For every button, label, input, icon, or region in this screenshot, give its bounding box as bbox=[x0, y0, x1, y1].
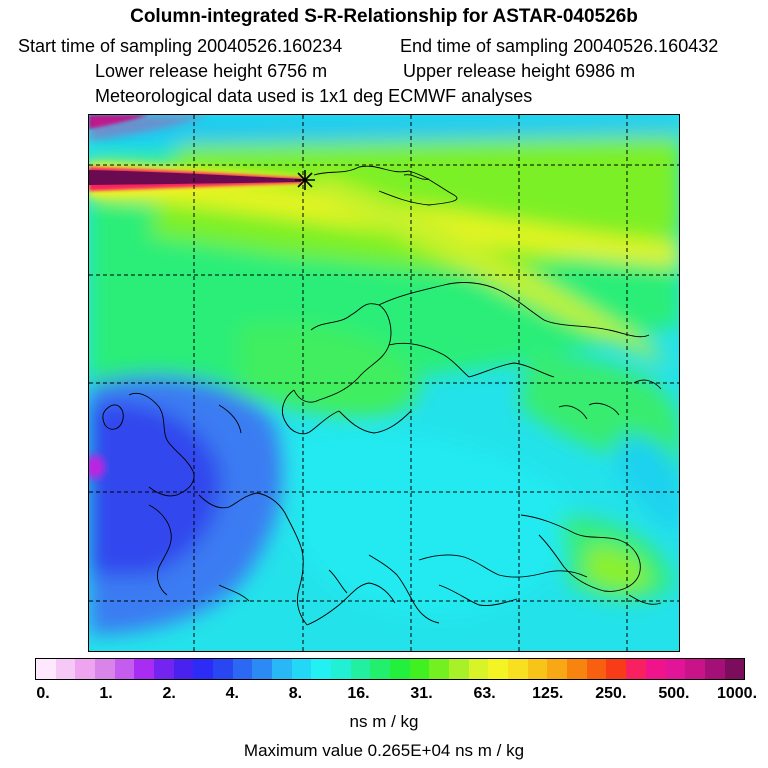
high-value-spot bbox=[89, 455, 105, 479]
map-canvas bbox=[89, 115, 679, 651]
plot-title: Column-integrated S-R-Relationship for A… bbox=[130, 6, 638, 27]
colorbar-swatch bbox=[429, 659, 450, 679]
black-star-icon bbox=[295, 170, 315, 190]
coastlines bbox=[102, 165, 662, 626]
colorbar-swatch bbox=[114, 659, 135, 679]
colorbar-tick-label: 1. bbox=[99, 685, 113, 702]
colorbar-swatch bbox=[134, 659, 155, 679]
colorbar-swatch bbox=[626, 659, 646, 679]
colorbar-swatch bbox=[272, 659, 292, 679]
colorbar-swatch bbox=[193, 659, 214, 679]
colorbar-tick-label: 8. bbox=[288, 685, 303, 702]
colorbar-tick-label: 1000. bbox=[716, 685, 758, 702]
colorbar-swatch bbox=[75, 659, 96, 679]
colorbar-swatch bbox=[468, 659, 489, 679]
colorbar-swatch bbox=[547, 659, 568, 679]
colorbar-tick-label: 63. bbox=[473, 685, 496, 702]
colorbar-swatch bbox=[370, 659, 391, 679]
colorbar-swatch bbox=[645, 659, 666, 679]
colorbar-swatch bbox=[154, 659, 174, 679]
colorbar-swatch bbox=[95, 659, 115, 679]
colorbar-swatch bbox=[232, 659, 253, 679]
start-time-label: Start time of sampling 20040526.160234 bbox=[18, 36, 343, 56]
colorbar-swatch bbox=[36, 659, 56, 679]
met-data-label: Meteorological data used is 1x1 deg ECMW… bbox=[95, 86, 533, 106]
colorbar-swatch bbox=[213, 659, 233, 679]
colorbar-tick-label: 31. bbox=[410, 685, 433, 702]
colorbar-swatch bbox=[606, 659, 627, 679]
colorbar-swatch bbox=[508, 659, 528, 679]
lower-height-label: Lower release height 6756 m bbox=[95, 61, 328, 81]
colorbar-swatch bbox=[173, 659, 194, 679]
colorbar-tick-label: 250. bbox=[595, 685, 627, 702]
colorbar-tick-label: 500. bbox=[658, 685, 690, 702]
colorbar-swatch bbox=[586, 659, 607, 679]
max-value-label: Maximum value 0.265E+04 ns m / kg bbox=[243, 741, 525, 760]
colorbar-swatch bbox=[724, 659, 745, 679]
colorbar-swatch bbox=[390, 659, 410, 679]
colorbar-swatch bbox=[409, 659, 430, 679]
colorbar-tick-label: 125. bbox=[532, 685, 564, 702]
colorbar-tick-label: 0. bbox=[36, 685, 50, 702]
colorbar-swatch bbox=[449, 659, 469, 679]
release-plume bbox=[89, 163, 305, 197]
colorbar bbox=[35, 658, 745, 680]
colorbar-swatch bbox=[331, 659, 351, 679]
colorbar-swatch bbox=[704, 659, 725, 679]
colorbar-swatch bbox=[55, 659, 76, 679]
colorbar-swatch bbox=[350, 659, 371, 679]
sensitivity-map bbox=[88, 114, 680, 652]
colorbar-tick-label: 16. bbox=[347, 685, 370, 702]
colorbar-swatch bbox=[685, 659, 705, 679]
colorbar-swatch bbox=[488, 659, 509, 679]
colorbar-unit-label: ns m / kg bbox=[349, 712, 419, 731]
colorbar-swatch bbox=[252, 659, 273, 679]
end-time-label: End time of sampling 20040526.160432 bbox=[400, 36, 719, 56]
colorbar-swatch bbox=[311, 659, 332, 679]
graticule bbox=[89, 115, 679, 651]
colorbar-swatch bbox=[567, 659, 587, 679]
upper-height-label: Upper release height 6986 m bbox=[403, 61, 636, 81]
colorbar-tick-label: 2. bbox=[162, 685, 176, 702]
colorbar-tick-label: 4. bbox=[225, 685, 239, 702]
colorbar-swatch bbox=[527, 659, 548, 679]
colorbar-swatch bbox=[665, 659, 686, 679]
colorbar-swatch bbox=[291, 659, 312, 679]
